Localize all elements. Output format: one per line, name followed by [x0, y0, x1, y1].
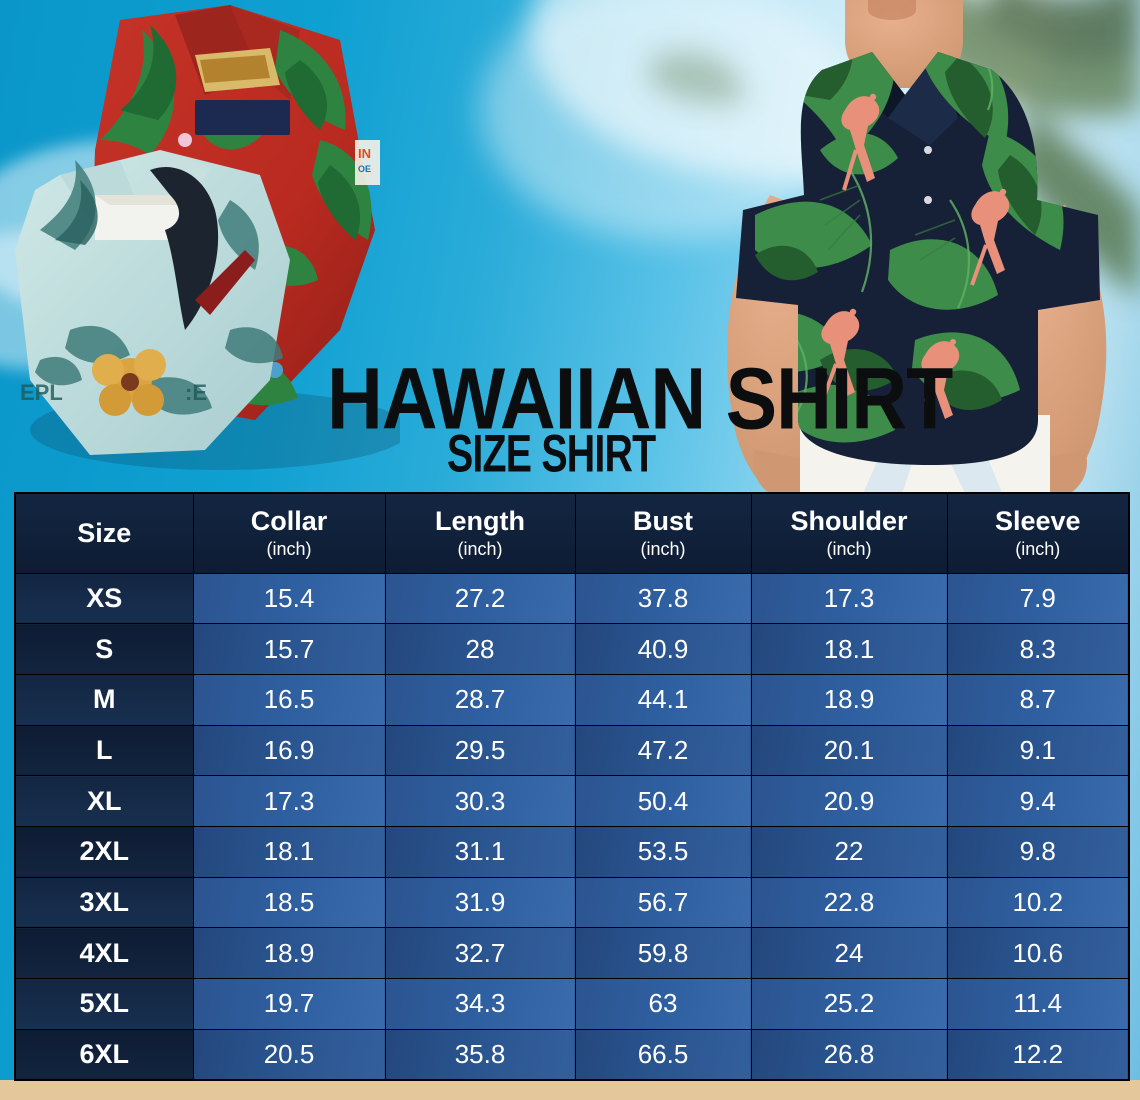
- svg-text:OE: OE: [358, 164, 371, 174]
- svg-text:IN: IN: [358, 146, 371, 161]
- svg-text:EPL: EPL: [20, 380, 63, 405]
- svg-text::E: :E: [185, 380, 207, 405]
